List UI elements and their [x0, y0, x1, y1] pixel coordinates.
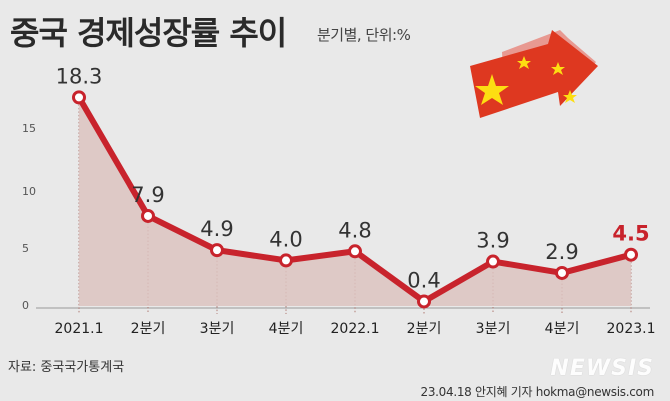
credit-line: 23.04.18 안지혜 기자 hokma@newsis.com — [420, 385, 654, 399]
data-point — [210, 243, 224, 258]
data-label: 4.5 — [612, 222, 649, 246]
flag-big-star-icon — [475, 74, 509, 105]
y-tick-label: 15 — [22, 122, 36, 135]
data-label: 2.9 — [545, 240, 578, 264]
x-tick-label: 2분기 — [131, 321, 166, 337]
chart-subtitle: 분기별, 단위:% — [317, 26, 411, 44]
china-flag-arrow-icon — [470, 30, 598, 118]
x-tick-label: 2021.1 — [55, 321, 104, 337]
x-tick-label: 3분기 — [476, 321, 511, 337]
y-axis: 0 5 10 15 — [22, 122, 36, 312]
x-tick-label: 2023.1 — [607, 321, 656, 337]
data-label: 4.0 — [269, 227, 302, 251]
x-tick-label: 4분기 — [545, 321, 580, 337]
x-tick-label: 3분기 — [200, 321, 235, 337]
chart-title: 중국 경제성장률 추이 — [10, 14, 287, 52]
y-tick-label: 0 — [22, 299, 29, 312]
flag-small-star-icon — [563, 90, 577, 103]
data-label: 3.9 — [476, 229, 509, 253]
data-point — [141, 208, 155, 223]
data-point — [486, 254, 500, 269]
x-tick-label: 4분기 — [269, 321, 304, 337]
flag-small-star-icon — [517, 56, 531, 69]
y-tick-label: 10 — [22, 185, 36, 198]
data-label: 18.3 — [56, 64, 103, 88]
source-note: 자료: 중국국가통계국 — [8, 360, 125, 375]
data-point — [72, 90, 86, 105]
newsis-logo: NEWSIS — [550, 356, 654, 381]
data-label: 4.9 — [200, 217, 233, 241]
data-point — [555, 265, 569, 280]
flag-small-star-icon — [551, 62, 565, 75]
data-point — [279, 253, 293, 268]
data-point — [624, 247, 638, 262]
data-label: 7.9 — [131, 183, 164, 207]
x-tick-label: 2022.1 — [331, 321, 380, 337]
y-tick-label: 5 — [22, 242, 29, 255]
x-tick-label: 2분기 — [407, 321, 442, 337]
plot-area: 18.3 7.9 4.9 4.0 4.8 0.4 3.9 2.9 4.5 — [56, 64, 650, 314]
data-point — [417, 294, 431, 309]
data-point — [348, 244, 362, 259]
data-label: 4.8 — [338, 218, 371, 242]
data-label: 0.4 — [407, 268, 440, 292]
x-axis-labels: 2021.1 2분기 3분기 4분기 2022.1 2분기 3분기 4분기 2023.1 — [55, 321, 656, 337]
